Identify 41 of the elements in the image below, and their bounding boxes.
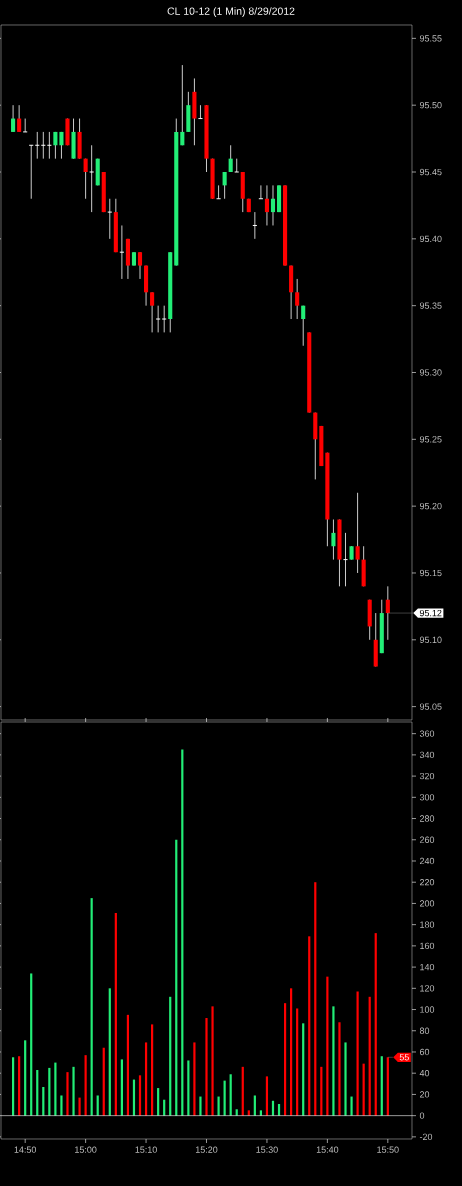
- y-tick-label: 95.45: [419, 168, 442, 176]
- annotation: 95.12: [419, 609, 442, 617]
- y-tick-label: 95.50: [419, 102, 442, 109]
- annotation: 55: [399, 1054, 409, 1061]
- y-tick-label: 140: [420, 963, 435, 971]
- y-tick-label: 300: [419, 794, 435, 801]
- y-tick-label: 160: [420, 942, 435, 950]
- y-tick-label: 100: [420, 1006, 435, 1013]
- y-tick-label: 180: [420, 921, 435, 928]
- y-tick-label: 95.40: [419, 235, 442, 243]
- y-tick-label: -20: [419, 1133, 433, 1141]
- y-tick-label: 260: [419, 836, 435, 843]
- x-tick-label: 15:10: [135, 1146, 157, 1153]
- y-tick-label: 40: [419, 1070, 430, 1077]
- y-tick-label: 340: [419, 751, 435, 759]
- y-tick-label: 280: [419, 815, 435, 822]
- y-tick-label: 95.25: [419, 436, 442, 443]
- y-tick-label: 60: [419, 1048, 430, 1056]
- y-tick-label: 20: [419, 1091, 430, 1098]
- y-tick-label: 95.15: [419, 569, 442, 577]
- y-tick-label: 95.05: [419, 703, 442, 710]
- y-tick-label: 95.55: [419, 35, 442, 42]
- y-tick-label: 80: [419, 1027, 430, 1034]
- x-tick-label: 15:20: [195, 1146, 218, 1153]
- y-tick-label: 120: [420, 985, 435, 992]
- x-tick-label: 15:30: [256, 1146, 278, 1153]
- y-tick-label: 95.10: [419, 636, 442, 643]
- x-tick-label: 14:50: [14, 1146, 37, 1153]
- x-tick-label: 15:40: [316, 1146, 339, 1153]
- x-tick-label: 15:50: [377, 1146, 399, 1153]
- y-tick-label: 95.30: [419, 369, 442, 376]
- y-tick-label: 95.35: [419, 302, 442, 309]
- y-tick-label: 220: [419, 879, 435, 886]
- y-tick-label: 240: [419, 857, 435, 865]
- x-tick-label: 15:00: [75, 1146, 97, 1153]
- y-tick-label: 95.20: [419, 502, 442, 510]
- chart-title: CL 10-12 (1 Min) 8/29/2012: [167, 7, 295, 17]
- y-tick-label: 200: [419, 900, 435, 907]
- y-tick-label: 360: [419, 730, 435, 737]
- y-tick-label: 320: [419, 772, 435, 780]
- y-tick-label: 0: [419, 1112, 425, 1119]
